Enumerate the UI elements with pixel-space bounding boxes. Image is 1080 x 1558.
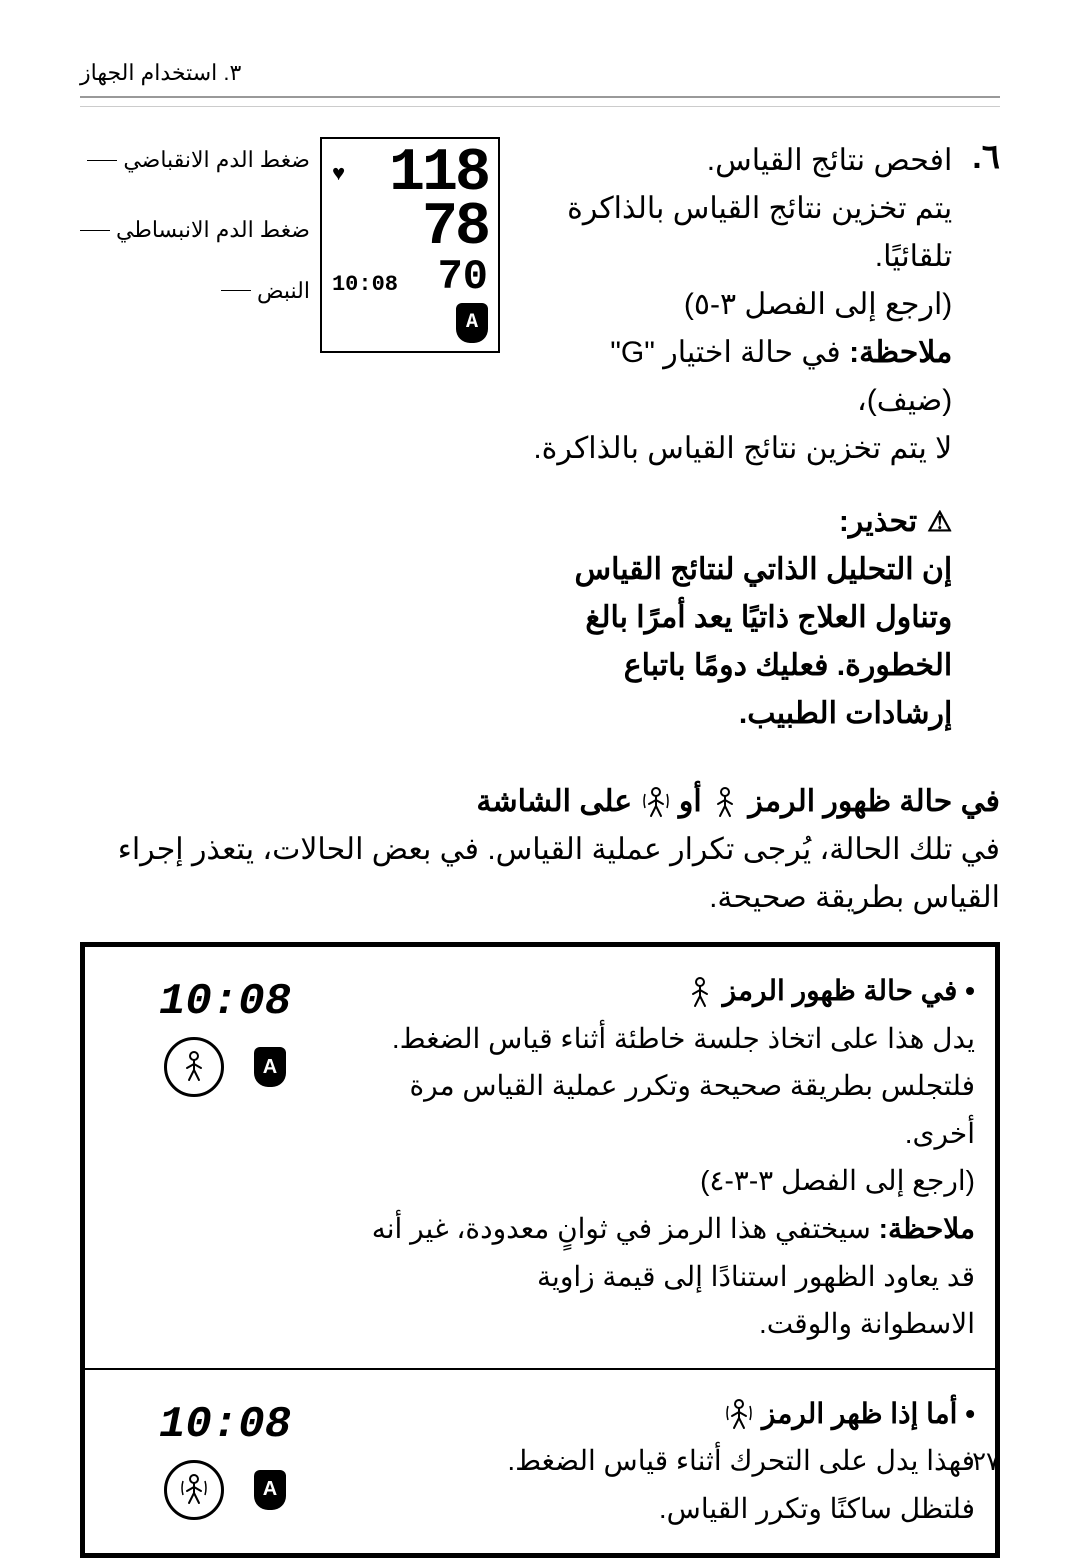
a-badge-icon: A: [456, 303, 488, 343]
heart-icon: ♥: [332, 162, 345, 187]
box1-note3: الاسطوانة والوقت.: [365, 1300, 975, 1348]
intro-suffix: على الشاشة: [476, 785, 632, 818]
step-line2: (ارجع إلى الفصل ٣-٥): [520, 281, 952, 329]
pulse-value: 70: [438, 259, 488, 297]
posture-icon: [710, 786, 740, 820]
box1-text: • في حالة ظهور الرمز يدل هذا على اتخاذ ج…: [365, 967, 975, 1348]
warning-title-row: ⚠ تحذير:: [520, 498, 952, 546]
a-badge-icon: A: [254, 1470, 286, 1510]
movement-icon: [641, 786, 671, 820]
step-body: افحص نتائج القياس. يتم تخزين نتائج القيا…: [520, 137, 952, 738]
intro-body: في تلك الحالة، يُرجى تكرار عملية القياس.…: [80, 826, 1000, 922]
step-6-row: ٦. افحص نتائج القياس. يتم تخزين نتائج ال…: [80, 137, 1000, 738]
note-label: ملاحظة:: [849, 336, 952, 369]
intro-mid: أو: [671, 785, 702, 818]
leader-line: [87, 160, 117, 161]
movement-icon: [724, 1398, 754, 1432]
label-systolic: ضغط الدم الانقباضي: [80, 147, 310, 173]
chapter-title: ٣. استخدام الجهاز: [80, 60, 241, 86]
box2-line1: فهذا يدل على التحرك أثناء قياس الضغط.: [365, 1437, 975, 1485]
warning-section: ⚠ تحذير: إن التحليل الذاتي لنتائج القياس…: [520, 498, 952, 738]
step-note: ملاحظة: في حالة اختيار "G" (ضيف)،: [520, 329, 952, 425]
box2-time: 10:08: [115, 1400, 335, 1450]
label-diastolic: ضغط الدم الانبساطي: [80, 217, 310, 243]
box1-line2: فلتجلس بطريقة صحيحة وتكرر عملية القياس م…: [365, 1062, 975, 1157]
circled-movement-icon: [164, 1460, 224, 1520]
box2-icons: A: [115, 1460, 335, 1520]
step-title: افحص نتائج القياس.: [520, 137, 952, 185]
box1-bullet: • في حالة ظهور الرمز: [365, 967, 975, 1015]
box-row-1: • في حالة ظهور الرمز يدل هذا على اتخاذ ج…: [85, 947, 995, 1370]
warning-title: تحذير:: [839, 498, 917, 546]
box2-text: • أما إذا ظهر الرمز فهذا يدل على التحرك …: [365, 1390, 975, 1533]
a-badge-icon: A: [254, 1047, 286, 1087]
systolic-value: 118: [389, 147, 488, 201]
leader-line: [80, 230, 110, 231]
lcd-systolic-row: ♥ 118: [332, 147, 488, 201]
symbol-box: • في حالة ظهور الرمز يدل هذا على اتخاذ ج…: [80, 942, 1000, 1558]
box1-icons: A: [115, 1037, 335, 1097]
header-divider: [80, 106, 1000, 107]
box-row-2: • أما إذا ظهر الرمز فهذا يدل على التحرك …: [85, 1370, 995, 1553]
box2-line2: فلتظل ساكنًا وتكرر القياس.: [365, 1485, 975, 1533]
intro-prefix: في حالة ظهور الرمز: [740, 785, 1000, 818]
page-number: ٢٧: [972, 1446, 1000, 1477]
device-display: ضغط الدم الانقباضي ضغط الدم الانبساطي ال…: [80, 137, 500, 353]
box2-display: 10:08 A: [105, 1390, 345, 1530]
time-value: 10:08: [332, 272, 398, 297]
page-header: ٣. استخدام الجهاز: [80, 60, 1000, 98]
symbol-intro: في حالة ظهور الرمز أو على الشاشة في تلك …: [80, 778, 1000, 922]
box1-time: 10:08: [115, 977, 335, 1027]
step-line1: يتم تخزين نتائج القياس بالذاكرة تلقائيًا…: [520, 185, 952, 281]
box1-note: ملاحظة: سيختفي هذا الرمز في ثوانٍ معدودة…: [365, 1205, 975, 1253]
lcd-screen: ♥ 118 78 10:08 70 A: [320, 137, 500, 353]
note-line2: لا يتم تخزين نتائج القياس بالذاكرة.: [520, 425, 952, 473]
posture-icon: [685, 976, 715, 1010]
box1-display: 10:08 A: [105, 967, 345, 1107]
warning-icon: ⚠: [927, 500, 952, 545]
box1-line3: (ارجع إلى الفصل ٣-٣-٤): [365, 1157, 975, 1205]
lcd-a-badge: A: [332, 303, 488, 343]
circled-posture-icon: [164, 1037, 224, 1097]
step-number: ٦.: [972, 137, 1000, 177]
lcd-bottom-row: 10:08 70: [332, 259, 488, 297]
diastolic-value: 78: [332, 201, 488, 255]
box1-line1: يدل هذا على اتخاذ جلسة خاطئة أثناء قياس …: [365, 1015, 975, 1063]
box1-note2: قد يعاود الظهور استنادًا إلى قيمة زاوية: [365, 1253, 975, 1301]
label-pulse: النبض: [80, 278, 310, 304]
leader-line: [221, 290, 251, 291]
display-labels: ضغط الدم الانقباضي ضغط الدم الانبساطي ال…: [80, 137, 310, 304]
box2-bullet: • أما إذا ظهر الرمز: [365, 1390, 975, 1438]
warning-body: إن التحليل الذاتي لنتائج القياس وتناول ا…: [520, 546, 952, 738]
